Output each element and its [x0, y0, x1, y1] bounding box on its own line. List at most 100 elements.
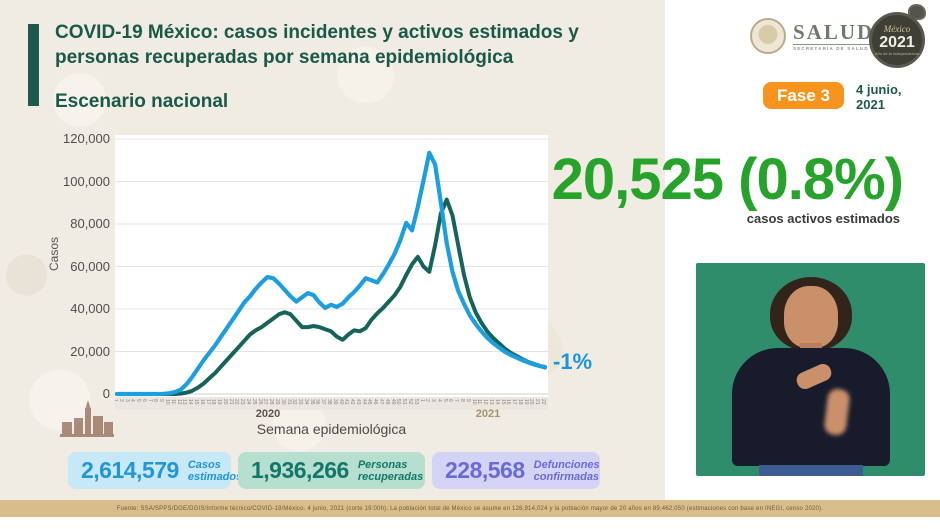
week-tick-label: 5 [441, 399, 448, 402]
week-tick-label: 49 [389, 399, 396, 405]
series-casos-estimados [115, 150, 548, 397]
week-tick-label: 19 [522, 399, 529, 405]
week-tick-label: 11 [476, 399, 483, 405]
stat-label: Defunciones confirmadas [533, 458, 600, 483]
week-tick-label: 18 [210, 399, 217, 405]
week-tick-label: 29 [273, 399, 280, 405]
sign-language-interpreter-video [696, 263, 925, 476]
mexico-2021-name: México [883, 23, 911, 34]
week-tick-label: 47 [378, 399, 385, 405]
page-title-line1: COVID-19 México: casos incidentes y acti… [55, 22, 579, 43]
week-tick-label: 23 [239, 399, 246, 405]
stat-casos-estimados: 2,614,579 Casos estimados [68, 452, 242, 489]
week-tick-label: 43 [354, 399, 361, 405]
salud-logo: SALUD SECRETARÍA DE SALUD [750, 18, 875, 54]
week-tick-label: 10 [164, 399, 171, 405]
week-tick-label: 11 [169, 399, 176, 405]
week-tick-label: 14 [493, 399, 500, 405]
stat-label: Casos estimados [187, 458, 243, 483]
week-tick-label: 50 [395, 399, 402, 405]
week-tick-label: 21 [534, 399, 541, 405]
week-tick-label: 37 [320, 399, 327, 405]
y-tick-label: 40,000 [70, 301, 110, 316]
y-tick-label: 100,000 [63, 173, 110, 189]
week-tick-label: 38 [326, 399, 332, 405]
week-tick-label: 3 [123, 399, 130, 402]
week-tick-label: 8 [459, 399, 466, 402]
week-tick-label: 6 [447, 399, 454, 402]
week-tick-label: 2 [117, 399, 124, 402]
page-title: COVID-19 México: casos incidentes y acti… [55, 20, 695, 70]
week-tick-label: 16 [198, 399, 205, 405]
salud-eagle-emblem-icon [750, 18, 786, 54]
plot-area [115, 135, 548, 397]
y-tick-label: 0 [102, 386, 110, 401]
week-tick-label: 1 [418, 399, 425, 402]
week-tick-label: 13 [487, 399, 494, 405]
week-tick-label: 40 [337, 399, 344, 405]
mexico-2021-logo: México 2021 Año de la Independencia [866, 4, 928, 74]
week-tick-label: 35 [308, 399, 315, 405]
interpreter-jeans [758, 465, 863, 476]
week-tick-label: 21 [227, 399, 234, 405]
cathedral-watermark-icon [60, 400, 114, 437]
week-tick-label: 48 [383, 399, 390, 405]
source-text: Fuente: SSA/SPPS/DGE/DGIS/Informe técnic… [116, 505, 824, 512]
y-tick-label: 60,000 [70, 258, 110, 274]
y-tick-label: 80,000 [70, 216, 110, 231]
week-tick-label: 28 [268, 399, 275, 405]
salud-secretaria-label: SECRETARÍA DE SALUD [793, 44, 875, 51]
week-tick-label: 15 [499, 399, 506, 405]
week-tick-label: 12 [175, 399, 182, 405]
stat-personas-recuperadas: 1,936,266 Personas recuperadas [238, 452, 425, 489]
week-tick-label: 4 [129, 399, 136, 402]
week-tick-label: 19 [216, 399, 223, 405]
subtitle: Escenario nacional [55, 91, 229, 112]
week-tick-label: 25 [250, 399, 257, 405]
week-tick-label: 33 [297, 399, 304, 405]
line-chart [115, 138, 548, 397]
week-tick-label: 9 [158, 399, 165, 402]
y-tick-label: 120,000 [63, 131, 110, 146]
source-footer: Fuente: SSA/SPPS/DGE/DGIS/Informe técnic… [0, 500, 940, 517]
week-tick-label: 16 [505, 399, 512, 405]
salud-wordmark: SALUD [793, 20, 875, 44]
date-label: 4 junio, 2021 [856, 82, 902, 112]
week-tick-label: 10 [470, 399, 477, 405]
week-tick-label: 4 [435, 399, 442, 402]
week-tick-label: 20 [221, 399, 228, 405]
page-title-line2: personas recuperadas por semana epidemio… [55, 47, 514, 68]
x-axis-week-ticks: 1234567891011121314151617181920212223242… [115, 397, 548, 410]
week-tick-label: 31 [285, 399, 292, 405]
week-tick-label: 44 [360, 399, 367, 405]
week-tick-label: 53 [412, 399, 419, 405]
active-cases-label: casos activos estimados [746, 211, 900, 226]
week-tick-label: 34 [302, 399, 309, 405]
week-tick-label: 45 [366, 399, 373, 405]
week-tick-label: 15 [192, 399, 199, 405]
y-tick-label: 20,000 [70, 343, 110, 359]
week-tick-label: 22 [540, 399, 546, 405]
interpreter-face [783, 286, 838, 348]
stat-defunciones-confirmadas: 228,568 Defunciones confirmadas [432, 452, 600, 489]
week-tick-label: 32 [291, 399, 298, 405]
week-tick-label: 17 [511, 399, 518, 405]
x-axis-title: Semana epidemiológica [256, 421, 407, 437]
phase-badge: Fase 3 [763, 82, 844, 109]
week-tick-label: 5 [135, 399, 142, 402]
week-tick-label: 7 [453, 399, 460, 402]
week-tick-label: 13 [181, 399, 188, 405]
week-tick-label: 20 [528, 399, 535, 405]
week-tick-label: 30 [279, 399, 286, 405]
week-tick-label: 8 [152, 399, 159, 402]
week-tick-label: 36 [314, 399, 321, 405]
week-tick-label: 26 [256, 399, 263, 405]
week-tick-label: 51 [401, 399, 408, 405]
mexico-2021-year: 2021 [879, 33, 915, 51]
x-axis-year-2021: 2021 [475, 408, 501, 420]
week-tick-label: 12 [482, 399, 489, 405]
week-tick-label: 39 [331, 399, 338, 405]
week-tick-label: 22 [233, 399, 240, 405]
stat-label: Personas recuperadas [357, 458, 424, 483]
x-axis-year-2020: 2020 [255, 408, 281, 420]
